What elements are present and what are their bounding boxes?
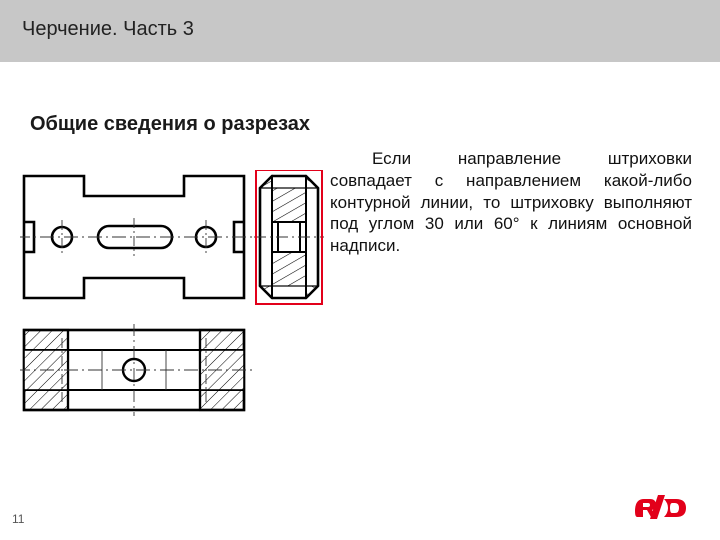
technical-drawing (20, 170, 420, 510)
page-number: 11 (12, 512, 24, 526)
bottom-section-view (20, 324, 252, 416)
side-section-view (254, 176, 324, 298)
page-title: Черчение. Часть 3 (22, 18, 194, 41)
section-subtitle: Общие сведения о разрезах (30, 113, 310, 136)
rzd-logo (632, 489, 692, 524)
front-view (20, 176, 252, 298)
